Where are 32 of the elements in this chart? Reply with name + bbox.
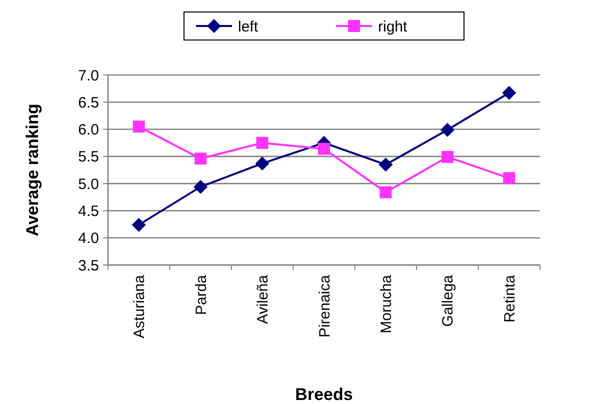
point (380, 186, 392, 198)
point (378, 158, 393, 172)
x-tick-label: Morucha (378, 274, 395, 334)
legend-label: right (378, 18, 408, 36)
y-tick-label: 4.0 (78, 230, 99, 248)
x-tick-label: Parda (192, 274, 210, 316)
x-tick-label: Avileña (254, 274, 272, 324)
y-tick-label: 5.0 (78, 176, 99, 193)
point (318, 142, 330, 155)
point (132, 120, 145, 133)
x-axis-title: Breeds (295, 385, 353, 404)
y-tick-label: 6.0 (78, 122, 99, 139)
point (503, 172, 516, 184)
point (502, 86, 516, 100)
x-tick-label: Retinta (501, 274, 518, 323)
point (194, 180, 208, 194)
legend-label: left (238, 18, 259, 36)
x-tick-label: Asturiana (131, 274, 148, 338)
point (440, 122, 454, 137)
point (255, 156, 270, 170)
y-tick-label: 5.5 (78, 148, 99, 166)
x-tick-label: Pirenaica (316, 274, 334, 338)
y-tick-label: 3.5 (78, 257, 99, 274)
point (194, 152, 207, 165)
y-tick-label: 4.5 (78, 202, 99, 220)
y-tick-label: 6.5 (78, 94, 99, 112)
point (441, 150, 454, 163)
y-axis-title: Average ranking (23, 104, 42, 236)
y-tick-label: 7.0 (78, 67, 99, 84)
point (132, 218, 146, 232)
x-tick-label: Gallega (440, 274, 457, 327)
point (256, 136, 268, 149)
